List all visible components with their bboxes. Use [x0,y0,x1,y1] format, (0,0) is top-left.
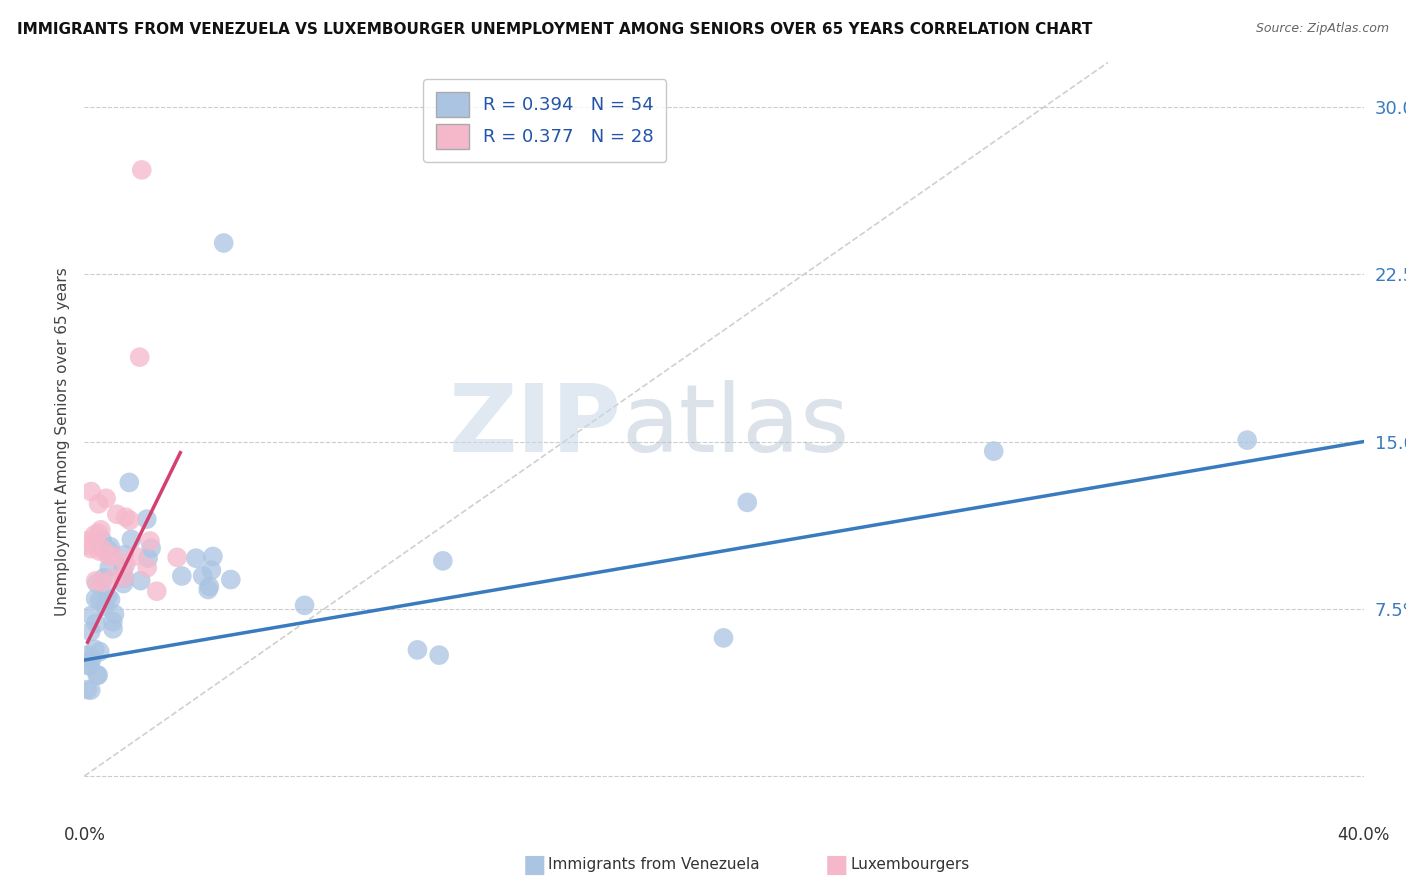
Y-axis label: Unemployment Among Seniors over 65 years: Unemployment Among Seniors over 65 years [55,268,70,615]
Point [118,513,141,527]
Point [101,615,124,629]
Text: Immigrants from Venezuela: Immigrants from Venezuela [548,857,761,872]
Point [93,542,115,557]
Point [89,593,111,607]
Point [713,631,735,645]
Point [76,648,98,662]
Point [76,533,98,548]
Point [735,495,758,509]
Point [406,643,429,657]
Point [93,571,115,585]
Point [114,558,136,572]
Point [77,658,100,673]
Point [87,668,110,682]
Point [170,569,193,583]
Point [98,560,121,574]
Point [212,235,235,250]
Point [97,590,120,604]
Text: atlas: atlas [621,380,851,473]
Point [112,576,135,591]
Point [983,444,1005,458]
Point [101,571,124,585]
Point [136,551,159,566]
Point [97,543,120,558]
Point [131,162,153,177]
Point [94,599,117,614]
Point [87,526,110,541]
Point [201,549,224,564]
Point [94,491,117,506]
Point [197,582,219,597]
Point [84,591,107,606]
Point [114,510,136,524]
Point [76,682,98,697]
Point [80,652,103,666]
Point [112,571,135,585]
Point [90,575,112,590]
Point [87,497,110,511]
Point [83,528,105,542]
Point [129,574,152,588]
Point [136,560,159,574]
Point [80,484,103,499]
Point [294,599,316,613]
Point [80,608,103,623]
Point [103,549,125,564]
Point [191,569,214,583]
Point [80,541,103,556]
Point [80,683,103,698]
Point [112,570,135,584]
Point [128,350,150,364]
Point [139,541,162,556]
Text: IMMIGRANTS FROM VENEZUELA VS LUXEMBOURGER UNEMPLOYMENT AMONG SENIORS OVER 65 YEA: IMMIGRANTS FROM VENEZUELA VS LUXEMBOURGE… [17,22,1092,37]
Text: ZIP: ZIP [449,380,621,473]
Point [105,508,128,522]
Point [139,533,162,548]
Point [198,580,221,594]
Point [432,554,454,568]
Point [1236,433,1258,447]
Point [219,573,242,587]
Point [86,576,108,591]
Point [103,607,125,621]
Point [79,658,101,673]
Point [100,592,122,607]
Point [112,562,135,576]
Point [76,538,98,552]
Point [166,550,188,565]
Point [84,616,107,631]
Text: ■: ■ [523,854,546,877]
Text: Source: ZipAtlas.com: Source: ZipAtlas.com [1256,22,1389,36]
Point [112,548,135,562]
Point [118,475,141,490]
Point [427,648,450,662]
Point [84,574,107,588]
Point [200,563,222,577]
Point [86,668,108,682]
Text: ■: ■ [825,854,848,877]
Point [89,544,111,558]
Point [98,540,121,554]
Point [90,523,112,537]
Point [145,584,167,599]
Point [135,512,157,526]
Point [91,533,114,548]
Point [124,549,146,563]
Legend: R = 0.394   N = 54, R = 0.377   N = 28: R = 0.394 N = 54, R = 0.377 N = 28 [423,79,666,161]
Point [89,645,111,659]
Text: Luxembourgers: Luxembourgers [851,857,970,872]
Point [83,642,105,657]
Point [80,624,103,639]
Point [120,533,142,547]
Point [101,622,124,636]
Point [184,551,207,566]
Point [97,549,120,563]
